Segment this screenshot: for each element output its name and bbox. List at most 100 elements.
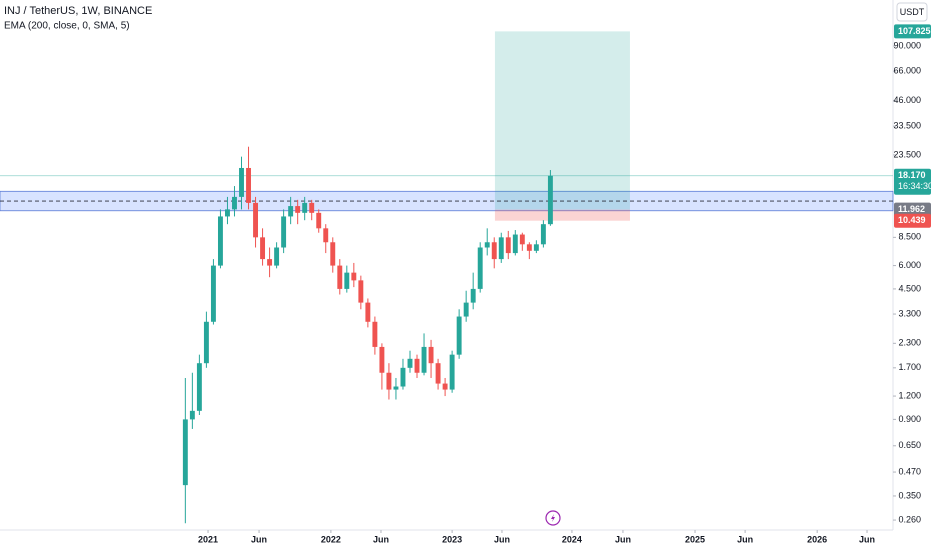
candle-body	[260, 237, 266, 260]
currency-label: USDT	[900, 7, 925, 17]
y-tick-label: 23.500	[893, 149, 921, 159]
x-tick-label: 2025	[685, 534, 705, 544]
x-tick-label: Jun	[251, 534, 267, 544]
candle-body	[498, 237, 504, 260]
x-tick-label: 2021	[198, 534, 218, 544]
event-icon[interactable]	[545, 510, 561, 526]
candle-body	[533, 244, 539, 251]
candle-body	[512, 234, 518, 254]
y-tick-label: 33.500	[893, 121, 921, 131]
candle-body	[246, 167, 251, 203]
y-tick-label: 6.000	[898, 260, 921, 270]
event-bolt	[551, 514, 555, 522]
candle-body	[210, 265, 216, 322]
candle-body	[203, 321, 209, 364]
candle-body	[239, 167, 244, 197]
candle-body	[435, 363, 441, 384]
indicator-legend: EMA (200, close, 0, SMA, 5)	[4, 21, 130, 32]
candle-body	[442, 383, 448, 390]
y-tick-label: 0.470	[898, 466, 921, 476]
candle-body	[330, 242, 336, 266]
x-tick-label: Jun	[615, 534, 631, 544]
candle-body	[337, 265, 343, 289]
stop-label: 10.439	[898, 215, 926, 225]
entry-label: 11.962	[898, 204, 925, 214]
x-tick-label: Jun	[373, 534, 389, 544]
candle-body	[253, 202, 259, 238]
candle-body	[526, 244, 532, 251]
candle-body	[309, 202, 315, 213]
candle-body	[407, 358, 413, 368]
candle-body	[379, 346, 385, 373]
candle-body	[449, 354, 455, 390]
candle-body	[505, 237, 511, 254]
x-tick-label: 2024	[562, 534, 582, 544]
target-label: 107.825	[898, 26, 931, 36]
stop-label-box	[894, 213, 931, 228]
candle-body	[400, 367, 406, 387]
x-tick-label: 2026	[807, 534, 827, 544]
candle-body	[182, 419, 188, 486]
candle-body	[540, 224, 546, 245]
profit-zone	[494, 31, 630, 210]
currency-button[interactable]	[896, 2, 928, 22]
candle-body	[274, 247, 280, 266]
candle-body	[196, 363, 202, 411]
candle-body	[323, 228, 329, 243]
candle-body	[393, 386, 399, 390]
candle-body	[288, 206, 294, 217]
x-tick-label: Jun	[494, 534, 510, 544]
candle-body	[351, 272, 357, 281]
y-tick-label: 4.500	[898, 283, 921, 293]
y-tick-label: 0.260	[898, 514, 921, 524]
candle-body	[456, 316, 462, 355]
plot	[0, 31, 894, 524]
candle-body	[302, 202, 308, 213]
candle-body	[414, 358, 420, 373]
candle-body	[232, 196, 237, 210]
candle-body	[491, 242, 497, 260]
candle-body	[358, 280, 364, 303]
candle-body	[344, 272, 350, 289]
y-tick-label: 0.650	[898, 440, 921, 450]
candle-body	[386, 372, 392, 390]
candle-body	[463, 302, 469, 317]
candle-body	[281, 216, 287, 248]
y-tick-label: 1.200	[898, 390, 921, 400]
y-tick-label: 0.350	[898, 490, 921, 500]
entry-label-box	[894, 202, 931, 217]
x-tick-label: 2022	[321, 534, 341, 544]
chart-title: INJ / TetherUS, 1W, BINANCE	[4, 5, 152, 17]
candle-body	[421, 346, 427, 373]
y-tick-label: 1.700	[898, 362, 921, 372]
candle-body	[217, 216, 223, 266]
y-tick-label: 3.300	[898, 308, 921, 318]
candle-body	[428, 346, 434, 364]
target-label-box	[894, 24, 931, 39]
x-tick-label: Jun	[859, 534, 875, 544]
loss-zone	[494, 209, 630, 221]
y-tick-label: 2.300	[898, 338, 921, 348]
y-tick-label: 46.000	[893, 95, 921, 105]
candle-body	[477, 247, 483, 289]
candle-body	[225, 209, 230, 217]
y-tick-label: 0.900	[898, 414, 921, 424]
candle-body	[295, 206, 301, 213]
last-price-label: 18.170	[898, 170, 926, 180]
candle-body	[470, 288, 476, 303]
countdown: 16:34:30	[898, 181, 932, 191]
candle-body	[519, 234, 525, 245]
candle-body	[267, 259, 273, 266]
y-tick-label: 66.000	[893, 66, 921, 76]
x-tick-label: 2023	[442, 534, 462, 544]
candle-body	[547, 175, 553, 225]
y-tick-label: 90.000	[893, 40, 921, 50]
candle-body	[484, 242, 490, 248]
candle-body	[365, 302, 371, 322]
x-tick-label: Jun	[737, 534, 753, 544]
candle-body	[189, 410, 195, 420]
last-price-label-box	[894, 168, 931, 195]
y-tick-label: 8.500	[898, 232, 921, 242]
